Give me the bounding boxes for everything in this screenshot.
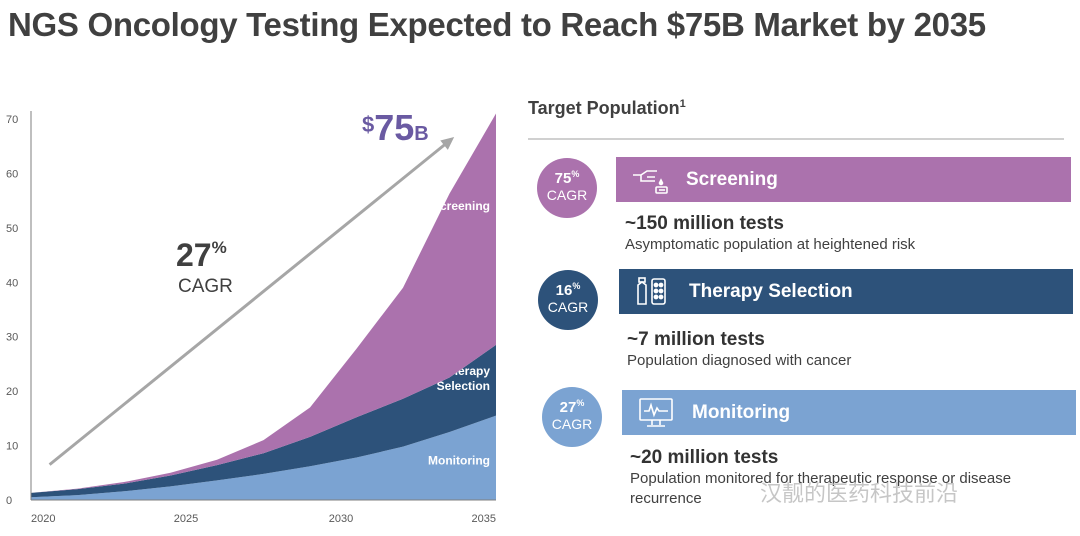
area-label-therapy-selection: Selection [437,379,490,393]
target-heading-footnote: 1 [679,98,686,110]
market-area-chart: MonitoringTherapySelectionScreening01020… [6,107,496,525]
y-tick-label: 50 [6,223,18,235]
therapy-tests: ~7 million tests [627,329,765,350]
y-tick-label: 70 [6,114,18,126]
therapy-desc: Population diagnosed with cancer [627,352,852,369]
therapy-title: Therapy Selection [689,280,853,302]
screening-title: Screening [686,168,778,190]
screening-cagr-circle: 75% CAGR [537,158,597,218]
x-tick-label: 2030 [329,513,353,525]
chart-cagr-label: CAGR [178,276,233,297]
monitoring-cagr-value: 27 [559,399,577,416]
x-tick-label: 2035 [472,513,496,525]
total-market-label: $75B [362,107,429,148]
monitoring-desc: Population monitored for therapeutic res… [630,470,1012,507]
monitoring-header-bar: Monitoring [622,390,1076,435]
area-label-monitoring: Monitoring [428,454,490,468]
area-label-screening: Screening [432,199,490,213]
y-tick-label: 40 [6,277,18,289]
therapy-cagr-circle: 16% CAGR [538,270,598,330]
page-title: NGS Oncology Testing Expected to Reach $… [8,6,986,43]
screening-cagr-label: CAGR [546,186,588,203]
screening-header-bar: Screening [616,157,1071,202]
screening-cagr-sup: % [571,169,580,179]
therapy-cagr-value: 16 [555,282,573,299]
y-tick-label: 0 [6,495,12,507]
y-tick-label: 10 [6,441,18,453]
monitoring-tests: ~20 million tests [630,447,779,468]
monitoring-cagr-circle: 27% CAGR [542,387,602,447]
area-monitoring [31,415,496,500]
therapy-cagr-sup: % [572,281,581,291]
monitoring-title: Monitoring [692,401,791,423]
screening-desc: Asymptomatic population at heightened ri… [625,236,916,253]
monitoring-cagr-sup: % [576,398,585,408]
target-heading: Target Population1 [528,98,686,119]
growth-arrow-head [440,136,455,150]
x-tick-label: 2020 [31,513,55,525]
therapy-header-bar: Therapy Selection [619,269,1073,314]
target-heading-text: Target Population [528,98,680,118]
monitor-icon [639,397,673,427]
chart-cagr-value: 27% [176,237,227,273]
x-tick-label: 2025 [174,513,198,525]
area-therapy-selection [31,344,496,498]
area-screening [31,113,496,493]
monitoring-cagr-label: CAGR [551,415,593,432]
bottle-pills-icon [637,276,666,305]
watermark: 汉靓的医药科技前沿 [760,481,959,506]
therapy-cagr-label: CAGR [547,298,589,315]
y-tick-label: 60 [6,168,18,180]
growth-arrow-line [48,139,451,466]
divider [528,138,1064,140]
screening-cagr-value: 75 [554,170,572,187]
screening-tests: ~150 million tests [625,213,784,234]
hand-sample-icon [633,169,668,194]
y-tick-label: 20 [6,386,18,398]
y-tick-label: 30 [6,332,18,344]
